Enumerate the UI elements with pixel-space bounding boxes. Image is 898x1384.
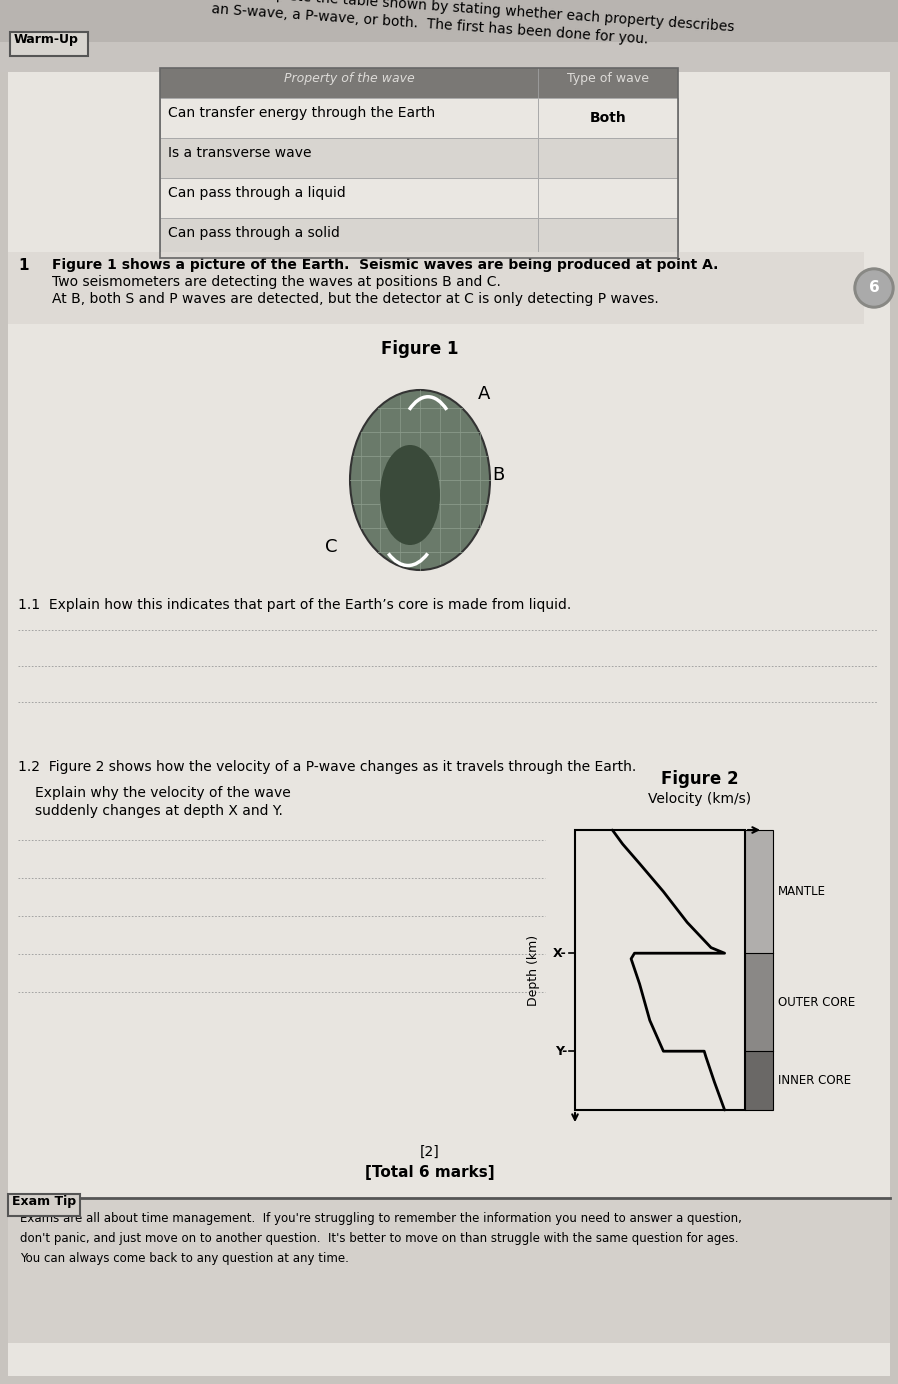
Bar — [538, 219, 678, 257]
Text: 1.2  Figure 2 shows how the velocity of a P-wave changes as it travels through t: 1.2 Figure 2 shows how the velocity of a… — [18, 760, 637, 774]
Bar — [160, 179, 538, 219]
Bar — [160, 138, 538, 179]
Text: 1.1  Explain how this indicates that part of the Earth’s core is made from liqui: 1.1 Explain how this indicates that part… — [18, 598, 571, 612]
Text: C: C — [325, 538, 338, 556]
Text: don't panic, and just move on to another question.  It's better to move on than : don't panic, and just move on to another… — [20, 1232, 738, 1246]
Circle shape — [857, 271, 891, 304]
Text: Both: Both — [590, 111, 627, 125]
Text: Explain why the velocity of the wave: Explain why the velocity of the wave — [35, 786, 291, 800]
Text: Figure 1: Figure 1 — [382, 340, 459, 358]
Bar — [8, 1199, 890, 1342]
Text: an S-wave, a P-wave, or both.  The first has been done for you.: an S-wave, a P-wave, or both. The first … — [211, 1, 648, 46]
Text: Exam Tip: Exam Tip — [12, 1194, 76, 1208]
Text: INNER CORE: INNER CORE — [778, 1074, 851, 1086]
Text: [Total 6 marks]: [Total 6 marks] — [365, 1165, 495, 1181]
Ellipse shape — [350, 390, 490, 570]
Bar — [745, 954, 773, 1050]
Text: B: B — [492, 466, 505, 484]
Text: Two seismometers are detecting the waves at positions B and C.: Two seismometers are detecting the waves… — [52, 275, 501, 289]
Bar — [160, 68, 678, 98]
Text: Property of the wave: Property of the wave — [284, 72, 414, 84]
Bar — [745, 830, 773, 954]
Text: MANTLE: MANTLE — [778, 884, 826, 898]
Bar — [160, 219, 538, 257]
Text: OUTER CORE: OUTER CORE — [778, 995, 855, 1009]
Bar — [160, 98, 538, 138]
Text: You can always come back to any question at any time.: You can always come back to any question… — [20, 1253, 349, 1265]
Text: Figure 2: Figure 2 — [661, 770, 739, 787]
Bar — [538, 68, 539, 98]
Text: Is a transverse wave: Is a transverse wave — [168, 145, 312, 161]
Text: 6: 6 — [868, 280, 879, 295]
Text: 1: 1 — [18, 257, 29, 273]
Text: Depth (km): Depth (km) — [526, 934, 540, 1006]
Text: Can pass through a liquid: Can pass through a liquid — [168, 185, 346, 201]
Text: X-: X- — [553, 947, 567, 959]
Text: Figure 1 shows a picture of the Earth.  Seismic waves are being produced at poin: Figure 1 shows a picture of the Earth. S… — [52, 257, 718, 273]
Text: Exams are all about time management.  If you're struggling to remember the infor: Exams are all about time management. If … — [20, 1212, 742, 1225]
Text: suddenly changes at depth X and Y.: suddenly changes at depth X and Y. — [35, 804, 283, 818]
Text: Warm-Up: Warm-Up — [14, 33, 79, 46]
Text: Y-: Y- — [555, 1045, 567, 1057]
Bar — [538, 98, 678, 138]
Bar — [0, 42, 898, 72]
Bar — [538, 179, 678, 219]
Bar — [745, 830, 773, 1110]
Circle shape — [854, 268, 894, 309]
Text: Can transfer energy through the Earth: Can transfer energy through the Earth — [168, 107, 436, 120]
Bar — [160, 68, 678, 257]
Ellipse shape — [380, 446, 440, 545]
Text: At B, both S and P waves are detected, but the detector at C is only detecting P: At B, both S and P waves are detected, b… — [52, 292, 659, 306]
Bar — [0, 0, 898, 50]
Text: Type of wave: Type of wave — [567, 72, 649, 84]
Bar — [8, 1194, 80, 1217]
Bar — [745, 1050, 773, 1110]
Bar — [8, 252, 864, 324]
Bar — [10, 32, 88, 55]
Text: [2]: [2] — [420, 1145, 440, 1158]
Text: Can pass through a solid: Can pass through a solid — [168, 226, 339, 239]
Bar — [538, 138, 678, 179]
Bar — [575, 830, 745, 1110]
Text: A: A — [478, 385, 490, 403]
Text: Velocity (km/s): Velocity (km/s) — [648, 792, 752, 805]
Text: Complete the table shown by stating whether each property describes: Complete the table shown by stating whet… — [244, 0, 735, 35]
